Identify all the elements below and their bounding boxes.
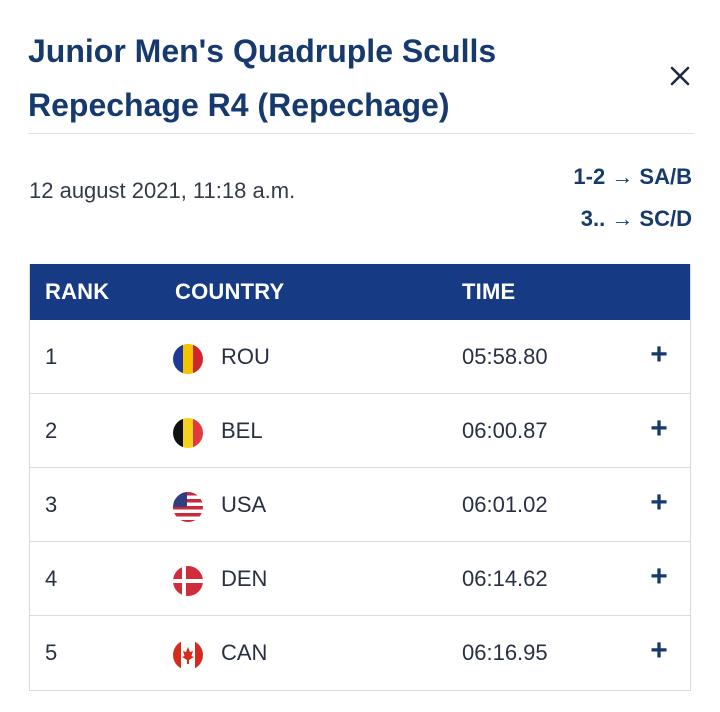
- column-header-country: COUNTRY: [175, 279, 285, 304]
- rank-cell: 1: [45, 344, 58, 369]
- country-cell: BEL: [221, 418, 263, 443]
- table-row[interactable]: 2 BEL 06:00.87 +: [30, 394, 690, 468]
- usa-flag-icon: [173, 492, 203, 522]
- time-cell: 05:58.80: [462, 344, 548, 369]
- country-cell: ROU: [221, 344, 270, 369]
- table-row[interactable]: 4 DEN 06:14.62 +: [30, 542, 690, 616]
- country-cell: CAN: [221, 640, 268, 665]
- expand-row-button[interactable]: +: [650, 412, 668, 445]
- table-row[interactable]: 1 ROU 05:58.80 +: [30, 320, 690, 394]
- denmark-flag-icon: [173, 566, 203, 596]
- rank-cell: 2: [45, 418, 58, 443]
- time-cell: 06:00.87: [462, 418, 548, 443]
- progression-rule: 1-2 → SA/B: [573, 164, 692, 189]
- table-row[interactable]: 5 CAN 06:16.95 +: [30, 616, 690, 690]
- expand-row-button[interactable]: +: [650, 634, 668, 667]
- title-line-1: Junior Men's Quadruple Sculls: [28, 33, 497, 69]
- romania-flag-icon: [173, 344, 203, 374]
- table-header: RANK COUNTRY TIME: [30, 264, 690, 320]
- header-divider: [28, 133, 694, 134]
- page-title: Junior Men's Quadruple Sculls Repechage …: [28, 24, 588, 132]
- rank-cell: 4: [45, 566, 58, 591]
- time-cell: 06:01.02: [462, 492, 548, 517]
- time-cell: 06:16.95: [462, 640, 548, 665]
- belgium-flag-icon: [173, 418, 203, 448]
- race-date: 12 august 2021, 11:18 a.m.: [29, 178, 296, 203]
- time-cell: 06:14.62: [462, 566, 548, 591]
- progression-rule: 3.. → SC/D: [580, 206, 692, 231]
- country-cell: DEN: [221, 566, 268, 591]
- close-button[interactable]: [664, 60, 696, 92]
- country-cell: USA: [221, 492, 267, 517]
- title-line-2: Repechage R4 (Repechage): [28, 87, 450, 123]
- progression-rules: 1-2 → SA/B 3.. → SC/D: [573, 156, 692, 240]
- close-icon: [670, 66, 690, 86]
- rank-cell: 3: [45, 492, 58, 517]
- expand-row-button[interactable]: +: [650, 486, 668, 519]
- table-row[interactable]: 3 USA 06:01.02 +: [30, 468, 690, 542]
- expand-row-button[interactable]: +: [650, 560, 668, 593]
- expand-row-button[interactable]: +: [650, 338, 668, 371]
- column-header-time: TIME: [462, 279, 516, 304]
- results-table: RANK COUNTRY TIME 1 ROU 05:58.80 + 2 BEL…: [29, 264, 691, 691]
- column-header-rank: RANK: [45, 279, 110, 304]
- canada-flag-icon: [173, 640, 203, 670]
- rank-cell: 5: [45, 640, 58, 665]
